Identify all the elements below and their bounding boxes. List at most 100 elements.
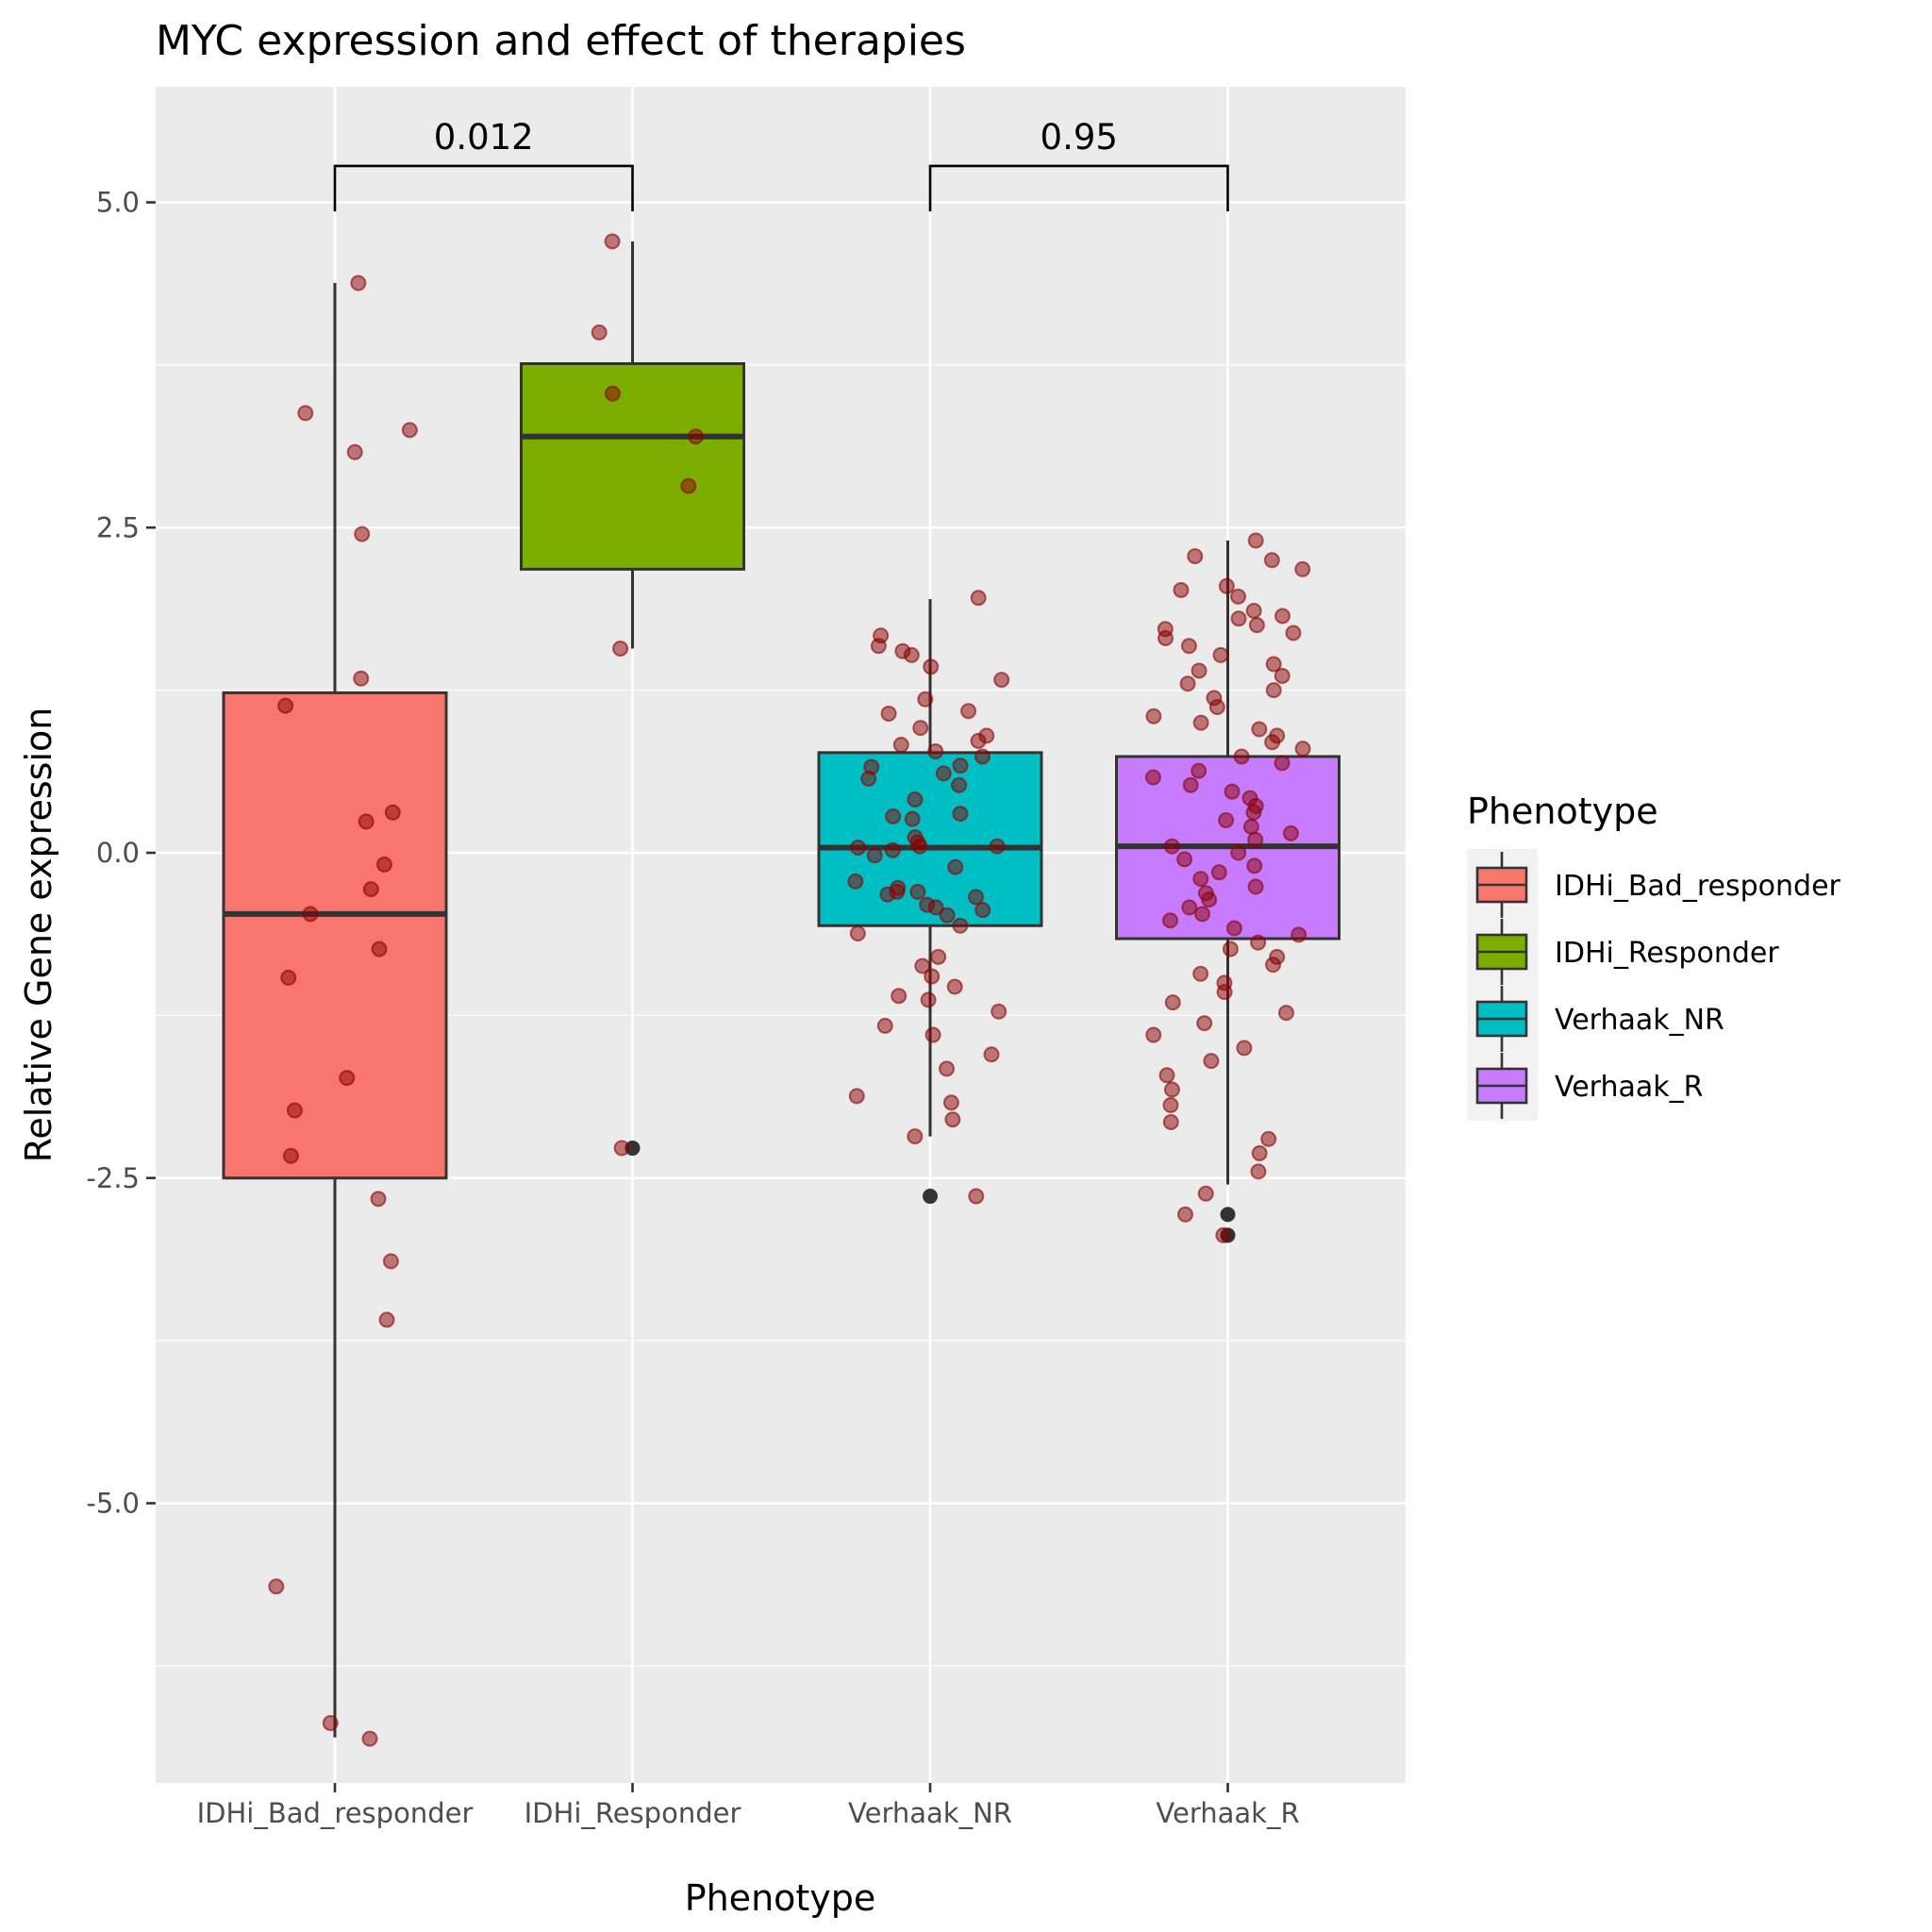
data-point <box>944 1111 961 1128</box>
data-point <box>604 233 621 250</box>
data-point <box>884 841 901 858</box>
p-value-label: 0.95 <box>1041 117 1118 158</box>
data-point <box>1210 864 1227 881</box>
box-series <box>222 241 1341 1738</box>
data-point <box>1225 920 1242 937</box>
data-point <box>1192 714 1209 731</box>
data-point <box>968 1188 985 1205</box>
data-point <box>371 941 388 958</box>
data-point <box>939 907 956 924</box>
data-point <box>268 1578 285 1595</box>
legend-label: IDHi_Bad_responder <box>1555 870 1841 903</box>
x-tick-label: Verhaak_R <box>1156 1797 1299 1829</box>
data-point <box>917 691 934 708</box>
data-point <box>876 1017 893 1034</box>
data-point <box>382 1253 399 1270</box>
data-point <box>1163 838 1180 855</box>
data-point <box>1187 548 1204 565</box>
data-point <box>1247 532 1264 549</box>
data-point <box>1245 603 1262 620</box>
data-point <box>1260 1130 1277 1147</box>
data-point <box>924 1026 941 1043</box>
data-point <box>1181 899 1198 916</box>
data-point <box>891 988 908 1005</box>
data-point <box>870 638 887 655</box>
data-point <box>1164 994 1181 1011</box>
x-tick-label: IDHi_Responder <box>525 1797 741 1829</box>
x-tick-label: IDHi_Bad_responder <box>197 1797 474 1829</box>
jitter-points <box>268 233 1311 1747</box>
data-point <box>354 525 371 542</box>
data-point <box>1250 934 1267 951</box>
data-point <box>1222 941 1239 958</box>
data-point <box>1197 1185 1214 1202</box>
data-point <box>1224 783 1241 800</box>
data-point <box>1179 675 1196 692</box>
data-point <box>911 838 928 855</box>
data-point <box>401 422 418 439</box>
data-point <box>1251 1145 1268 1162</box>
data-point <box>1144 769 1161 786</box>
data-point <box>1193 906 1210 923</box>
box <box>222 691 448 1180</box>
data-point <box>848 1088 865 1105</box>
data-point <box>935 765 952 782</box>
data-point <box>1233 748 1250 765</box>
data-point <box>358 813 375 830</box>
x-tick-label: Verhaak_NR <box>848 1797 1012 1829</box>
data-point <box>942 1094 959 1111</box>
data-point <box>904 810 921 827</box>
x-axis-title: Phenotype <box>685 1877 876 1919</box>
data-point <box>1158 1067 1175 1084</box>
y-axis-title: Relative Gene expression <box>18 708 59 1163</box>
data-point <box>1285 625 1302 641</box>
data-point <box>1246 858 1263 874</box>
data-point <box>880 705 897 722</box>
data-point <box>1294 741 1311 758</box>
x-axis: IDHi_Bad_responder IDHi_Responder Verhaak_… <box>197 1783 1300 1829</box>
data-point <box>991 1003 1008 1020</box>
outlier-point <box>1220 1207 1236 1223</box>
data-point <box>920 991 937 1008</box>
data-point <box>850 839 867 856</box>
data-point <box>361 1730 378 1747</box>
data-point <box>952 758 969 774</box>
comparison-brackets: 0.012 0.95 <box>333 117 1229 212</box>
data-point <box>1265 957 1282 974</box>
data-point <box>604 385 621 402</box>
data-point <box>375 856 392 873</box>
data-point <box>970 590 987 607</box>
data-point <box>1277 1005 1294 1022</box>
data-point <box>1242 818 1259 835</box>
data-point <box>302 906 319 923</box>
data-point <box>1282 824 1299 841</box>
data-point <box>591 324 608 341</box>
data-point <box>1161 912 1178 929</box>
data-point <box>613 1140 630 1157</box>
data-point <box>993 672 1010 689</box>
data-point <box>1182 776 1199 793</box>
data-point <box>384 804 401 821</box>
legend-label: IDHi_Responder <box>1555 937 1779 970</box>
data-point <box>1191 662 1208 679</box>
data-point <box>903 646 920 663</box>
data-point <box>1163 1081 1180 1098</box>
data-point <box>1251 721 1268 738</box>
data-point <box>1162 1113 1179 1130</box>
data-point <box>1173 581 1190 598</box>
data-point <box>346 443 363 460</box>
data-point <box>849 924 866 941</box>
data-point <box>952 806 969 823</box>
data-point <box>909 883 926 900</box>
data-point <box>1145 708 1162 724</box>
data-point <box>1192 871 1209 888</box>
data-point <box>286 1102 303 1119</box>
data-point <box>1216 984 1233 1001</box>
data-point <box>1230 610 1247 627</box>
y-tick-label: 2.5 <box>96 511 140 543</box>
chart-title: MYC expression and effect of therapies <box>156 17 966 65</box>
data-point <box>350 275 367 291</box>
data-point <box>1247 831 1264 848</box>
data-point <box>1248 617 1265 634</box>
data-point <box>322 1715 339 1732</box>
